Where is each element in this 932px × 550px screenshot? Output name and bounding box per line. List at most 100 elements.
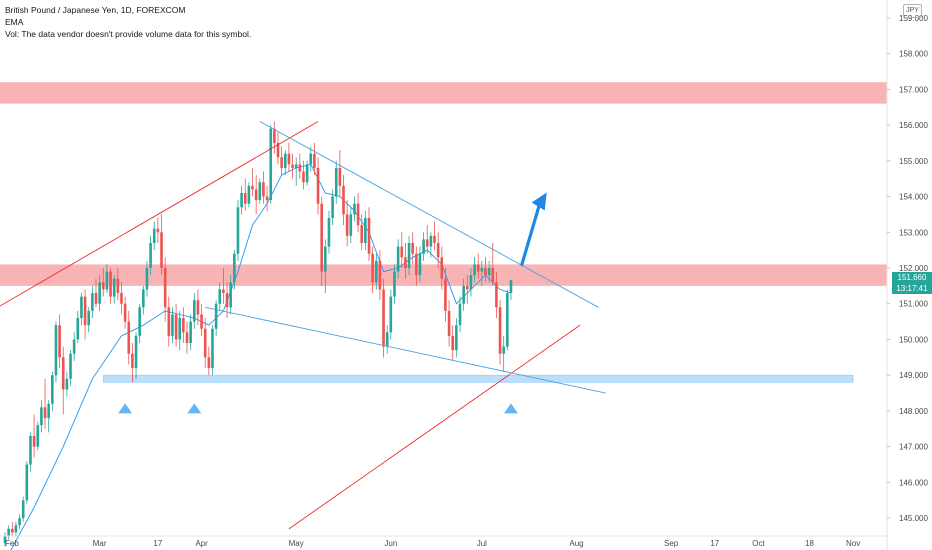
- price-tick-label: 153.000: [899, 228, 928, 237]
- candle: [433, 221, 436, 251]
- candle: [127, 310, 131, 365]
- candle-body: [123, 303, 127, 322]
- candle-body: [429, 235, 433, 247]
- candle: [262, 171, 265, 204]
- candle-countdown: 13:17:41: [896, 284, 928, 293]
- candle: [418, 246, 422, 283]
- candle: [407, 235, 411, 276]
- candle: [225, 282, 229, 319]
- price-tick-label: 157.000: [899, 85, 928, 94]
- candle-body: [418, 253, 422, 276]
- candle: [458, 296, 462, 333]
- candle-body: [120, 293, 123, 304]
- candle-body: [203, 328, 207, 358]
- candle-body: [222, 289, 225, 294]
- candle-body: [236, 207, 240, 254]
- candle-body: [484, 268, 487, 276]
- trendline-channel-lower: [288, 324, 581, 530]
- candle-body: [436, 242, 440, 258]
- candle: [462, 278, 465, 311]
- last-price-value: 151.660: [897, 273, 927, 282]
- candle-body: [433, 235, 436, 243]
- candle-body: [396, 246, 400, 272]
- candle: [207, 346, 211, 376]
- currency-badge[interactable]: JPY: [903, 4, 922, 18]
- candle-body: [233, 253, 236, 283]
- ema-indicator-label[interactable]: EMA: [5, 17, 24, 27]
- symbol-title[interactable]: British Pound / Japanese Yen, 1D, FOREXC…: [5, 5, 186, 15]
- candle: [65, 371, 69, 397]
- candle: [120, 282, 123, 315]
- candle: [185, 321, 189, 354]
- candle-body: [101, 282, 105, 290]
- candle: [465, 275, 469, 304]
- price-tick-label: 150.000: [899, 335, 928, 344]
- candle-body: [283, 153, 287, 168]
- candle: [54, 321, 58, 383]
- candle-body: [331, 196, 334, 218]
- time-tick-label: Aug: [569, 539, 583, 548]
- candle-body: [43, 407, 47, 419]
- candle-body: [269, 128, 273, 201]
- candle: [218, 282, 222, 311]
- candle-body: [444, 278, 447, 311]
- candle-body: [385, 332, 389, 347]
- price-tick-label: 155.000: [899, 157, 928, 166]
- candle-body: [265, 196, 269, 201]
- candle: [425, 225, 429, 254]
- candle-body: [258, 182, 262, 201]
- candle-body: [425, 239, 429, 247]
- candle-body: [69, 353, 72, 379]
- candle: [309, 146, 313, 172]
- candle-body: [134, 335, 138, 369]
- candle: [171, 307, 174, 344]
- ema-path: [10, 163, 512, 550]
- candle-body: [404, 257, 407, 268]
- candle: [243, 178, 247, 211]
- candle-body: [214, 303, 218, 329]
- candle: [393, 264, 396, 304]
- candle: [349, 207, 353, 243]
- candle-body: [47, 403, 50, 419]
- candle-body: [196, 300, 200, 315]
- candle-body: [364, 217, 367, 243]
- candle: [36, 421, 40, 451]
- candle: [294, 157, 298, 186]
- volume-note: Vol: The data vendor doesn't provide vol…: [5, 29, 252, 39]
- trendline-wedge-upper: [259, 121, 599, 308]
- price-tick-label: 149.000: [899, 371, 928, 380]
- candle-body: [451, 335, 455, 351]
- candle: [324, 239, 327, 294]
- zone-key-level: [0, 264, 887, 286]
- candle-body: [455, 325, 458, 351]
- candle-body: [415, 253, 418, 276]
- trendline-channel-upper: [0, 121, 319, 307]
- candle-body: [313, 153, 316, 168]
- candle: [280, 146, 283, 176]
- candle: [51, 371, 54, 411]
- chart-legend: British Pound / Japanese Yen, 1D, FOREXC…: [5, 4, 251, 40]
- candle-body: [495, 282, 498, 308]
- candle-body: [163, 268, 167, 308]
- price-tick-label: 152.000: [899, 264, 928, 273]
- candle: [254, 175, 258, 215]
- candle-body: [112, 278, 116, 297]
- candle-body: [342, 185, 345, 215]
- candle: [276, 132, 280, 165]
- bullish-arrow-shaft: [520, 201, 542, 267]
- candle-body: [29, 435, 32, 465]
- time-tick-label: Sep: [664, 539, 679, 548]
- candle: [429, 232, 433, 258]
- candle: [320, 196, 323, 286]
- candle: [200, 303, 203, 336]
- candle-body: [382, 289, 385, 347]
- candle-body: [509, 280, 513, 294]
- candle: [21, 496, 25, 522]
- candle: [131, 343, 134, 383]
- price-tick-label: 158.000: [899, 50, 928, 59]
- candle: [167, 296, 171, 347]
- candle: [371, 246, 374, 294]
- candle-body: [32, 435, 36, 447]
- candle: [509, 280, 513, 301]
